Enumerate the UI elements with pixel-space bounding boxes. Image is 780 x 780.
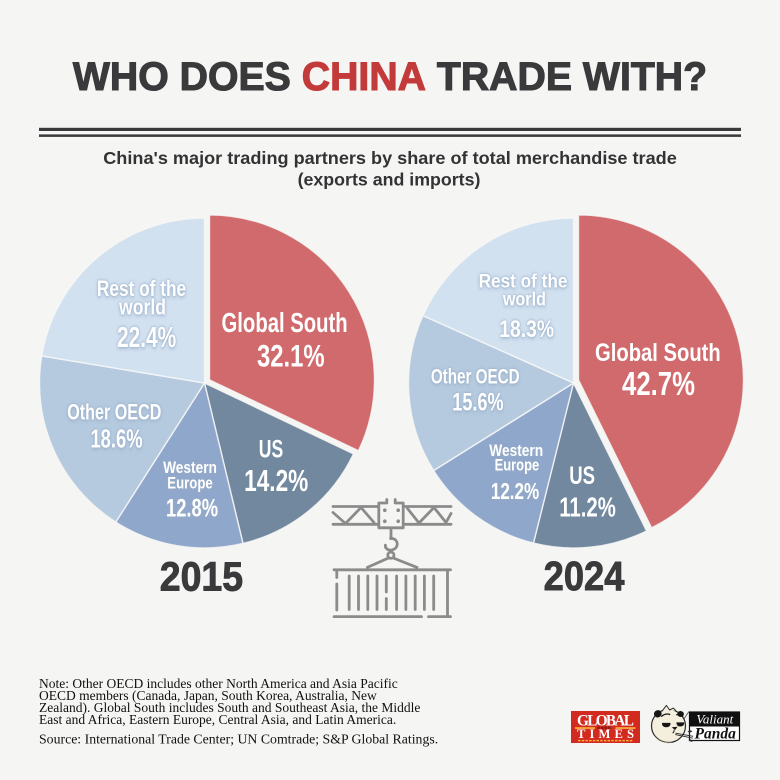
svg-text:Rest of the: Rest of the <box>479 269 568 291</box>
svg-text:18.3%: 18.3% <box>499 315 554 343</box>
svg-text:Note: Other OECD includes othe: Note: Other OECD includes other North Am… <box>39 676 398 691</box>
svg-text:China's major trading partners: China's major trading partners by share … <box>103 148 677 168</box>
svg-text:Europe: Europe <box>167 474 212 493</box>
svg-text:GLOBAL: GLOBAL <box>577 712 634 729</box>
svg-text:OECD members (Canada, Japan, S: OECD members (Canada, Japan, South Korea… <box>39 688 377 703</box>
svg-text:Panda: Panda <box>695 726 737 743</box>
svg-text:East and Africa, Eastern Europ: East and Africa, Eastern Europe, Central… <box>39 712 396 727</box>
svg-text:Other OECD: Other OECD <box>67 401 161 425</box>
svg-text:14.2%: 14.2% <box>244 464 308 498</box>
svg-text:2024: 2024 <box>544 554 625 600</box>
svg-text:Other OECD: Other OECD <box>431 364 520 388</box>
svg-text:world: world <box>502 288 546 310</box>
svg-text:WHO DOES CHINA TRADE WITH?: WHO DOES CHINA TRADE WITH? <box>73 55 707 99</box>
svg-text:15.6%: 15.6% <box>452 388 503 417</box>
svg-text:32.1%: 32.1% <box>257 338 325 373</box>
svg-text:Zealand). Global South include: Zealand). Global South includes South an… <box>39 700 420 715</box>
svg-text:2015: 2015 <box>160 554 243 600</box>
svg-text:Rest of the: Rest of the <box>97 277 186 301</box>
svg-text:11.2%: 11.2% <box>559 493 616 524</box>
svg-text:Western: Western <box>163 459 217 478</box>
svg-text:Western: Western <box>489 442 543 461</box>
svg-text:12.2%: 12.2% <box>491 478 539 504</box>
svg-text:18.6%: 18.6% <box>90 424 142 453</box>
svg-text:22.4%: 22.4% <box>117 322 176 354</box>
svg-text:12.8%: 12.8% <box>166 494 218 522</box>
svg-text:Valiant: Valiant <box>696 712 733 727</box>
svg-text:TIMES: TIMES <box>577 727 634 741</box>
svg-text:Source: International Trade Ce: Source: International Trade Center; UN C… <box>39 731 438 746</box>
svg-text:Global South: Global South <box>222 308 348 339</box>
svg-text:Europe: Europe <box>495 456 540 475</box>
svg-text:world: world <box>118 296 166 320</box>
svg-text:US: US <box>569 461 595 489</box>
svg-text:Global South: Global South <box>595 338 721 367</box>
svg-text:(exports and imports): (exports and imports) <box>298 170 481 190</box>
svg-text:US: US <box>259 434 283 463</box>
svg-text:42.7%: 42.7% <box>622 366 695 403</box>
